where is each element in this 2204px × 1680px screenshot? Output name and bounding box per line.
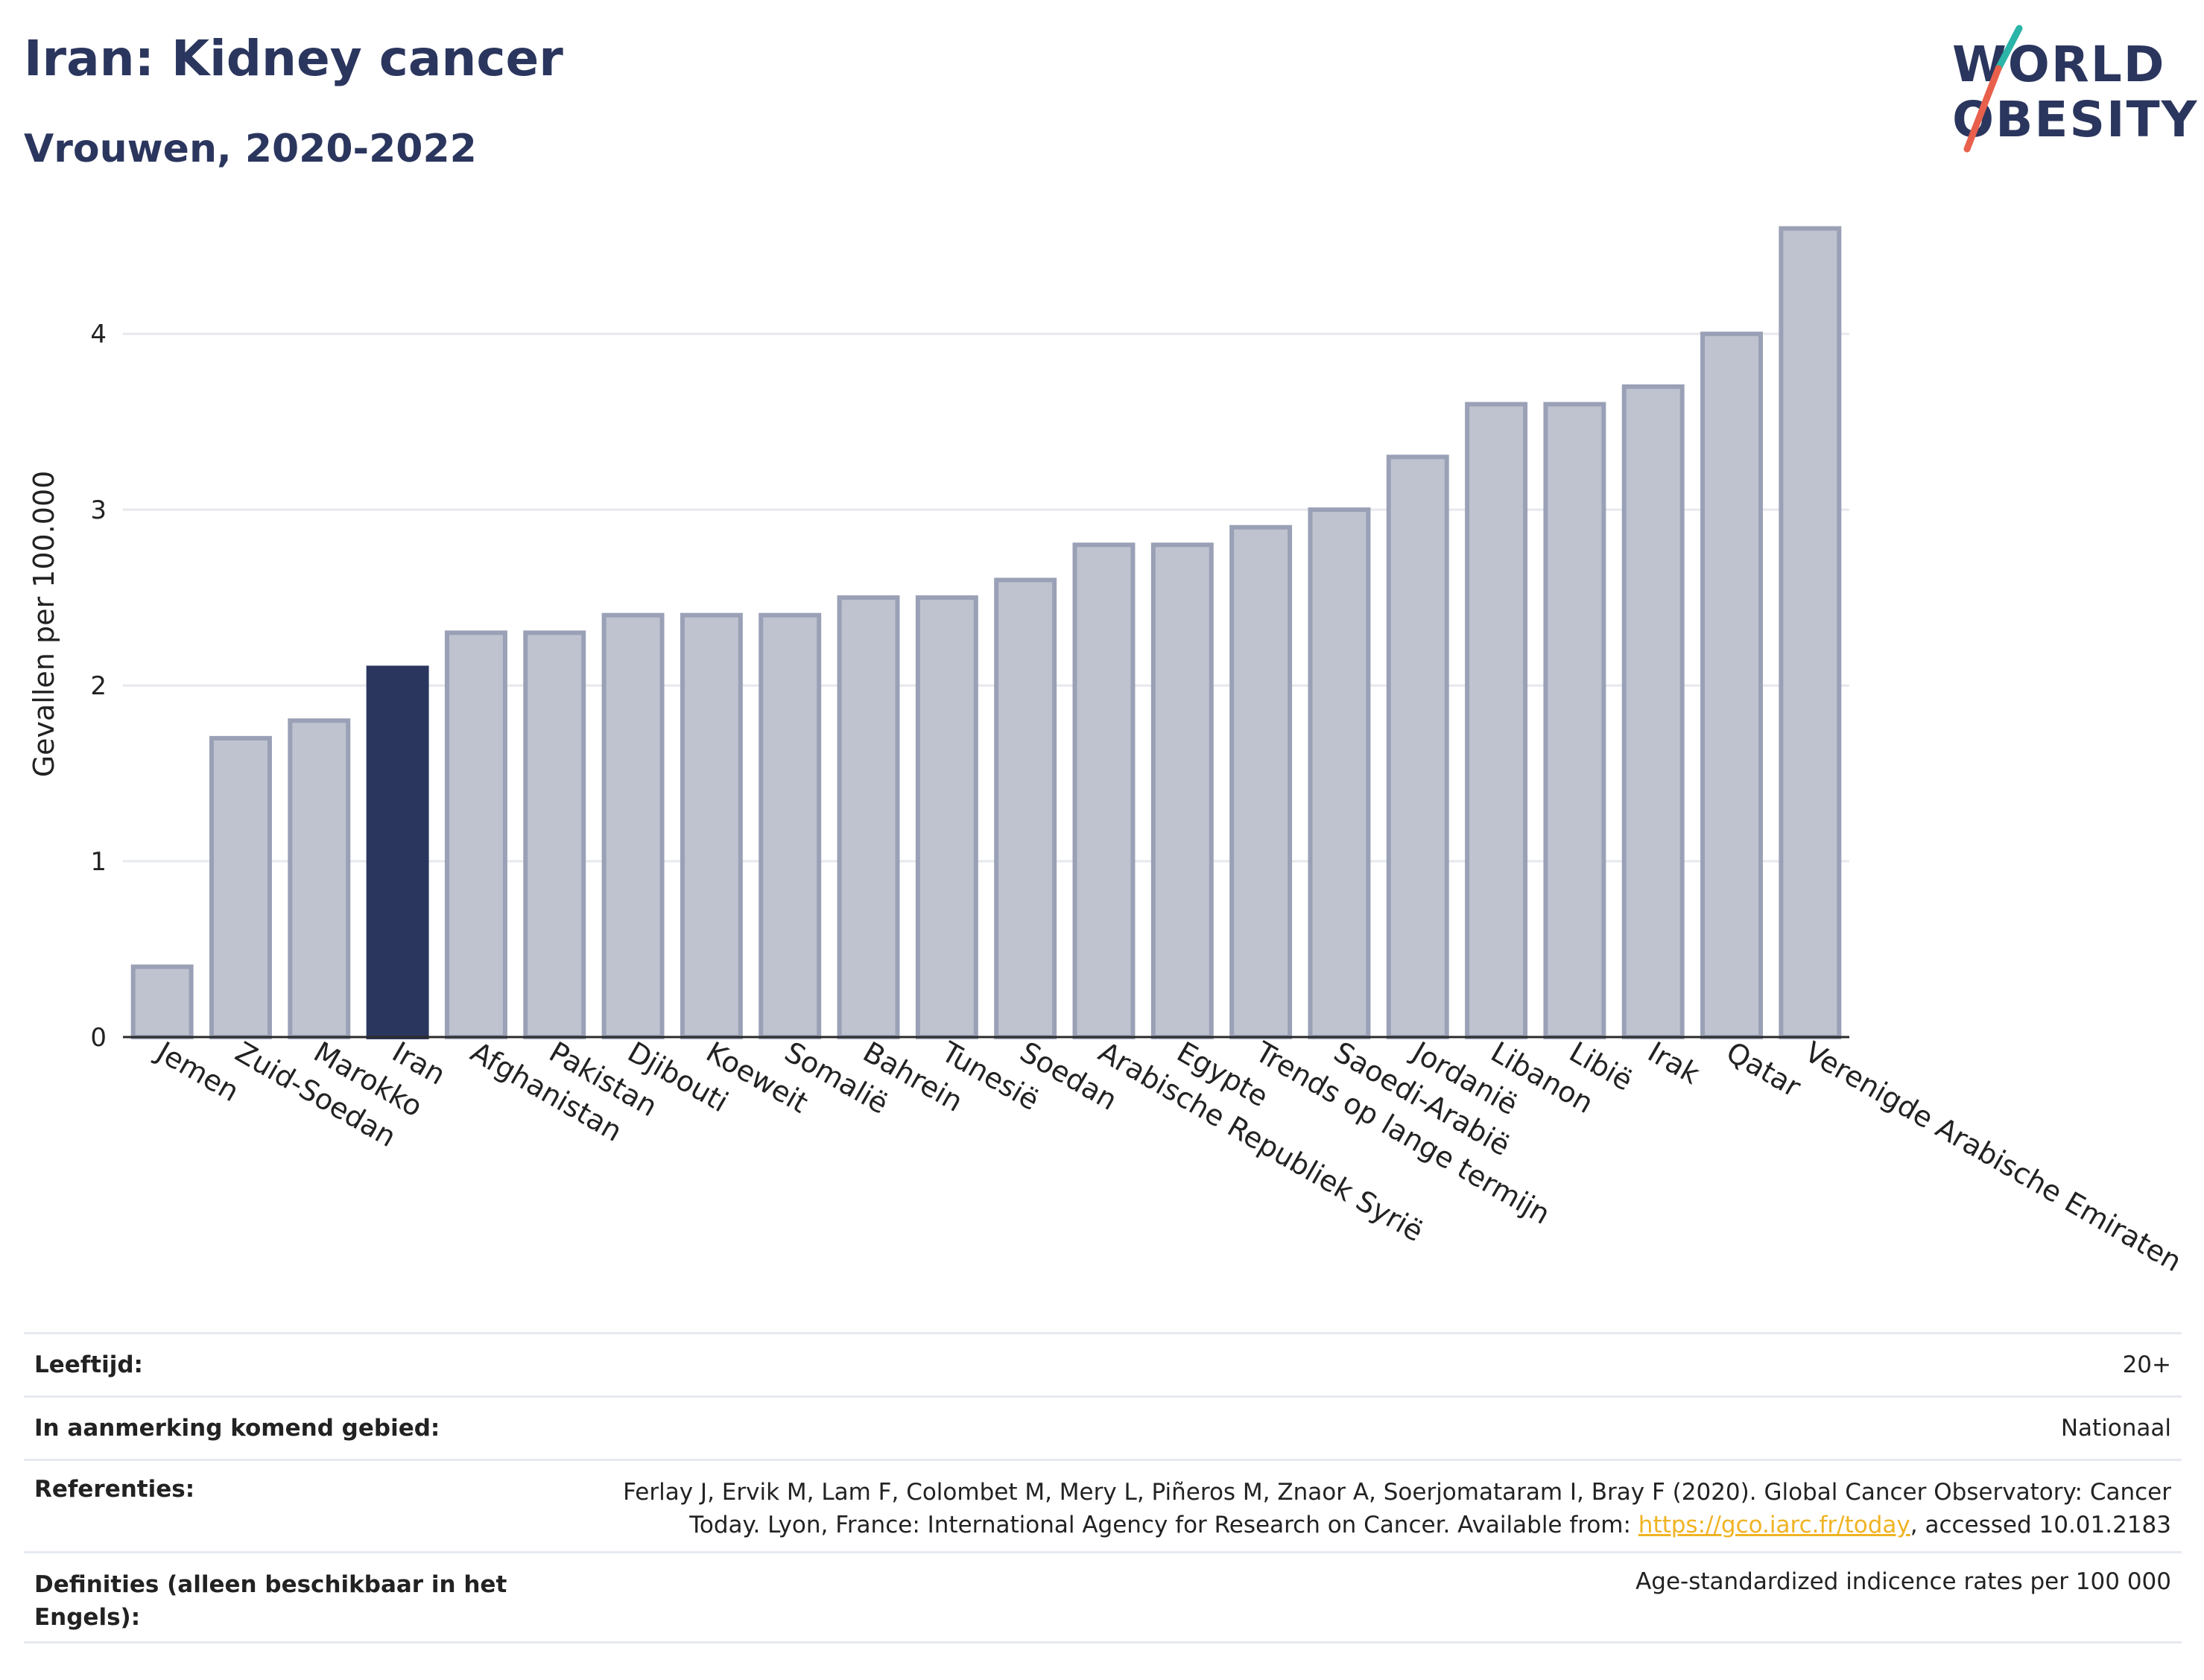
footer-value: Age-standardized indicence rates per 100… <box>1635 1568 2171 1595</box>
reference-text: Today. Lyon, France: International Agenc… <box>689 1512 1638 1538</box>
bar <box>130 964 194 1040</box>
bar <box>1072 542 1136 1039</box>
footer-label: Definities (alleen beschikbaar in het En… <box>24 1568 507 1634</box>
reference-link[interactable]: https://gco.iarc.fr/today <box>1638 1512 1910 1538</box>
bar <box>994 577 1057 1039</box>
bar <box>680 612 743 1039</box>
y-tick-label: 1 <box>90 847 107 877</box>
footer-label: Referenties: <box>34 1476 195 1503</box>
bar <box>1229 524 1293 1039</box>
footer-value: 20+ <box>2122 1351 2171 1378</box>
bar-highlight <box>366 665 429 1040</box>
bar <box>288 718 351 1040</box>
footer-label-line: Definities (alleen beschikbaar in het <box>34 1571 507 1598</box>
footer-table: Leeftijd: 20+ In aanmerking komend gebie… <box>24 1332 2182 1643</box>
y-tick-label: 2 <box>90 671 107 701</box>
footer-value: Nationaal <box>2060 1415 2171 1442</box>
footer-row-definitions: Definities (alleen beschikbaar in het En… <box>24 1551 2182 1643</box>
bar <box>601 612 665 1039</box>
bar <box>1779 226 1842 1040</box>
bar <box>1621 384 1685 1039</box>
y-tick-label: 0 <box>90 1023 107 1053</box>
world-obesity-logo: WORLD OBESITY <box>1937 22 2197 156</box>
bar <box>444 630 507 1039</box>
bar <box>209 735 272 1039</box>
bar <box>915 595 978 1039</box>
footer-label: Leeftijd: <box>34 1351 143 1378</box>
bar <box>1465 402 1528 1039</box>
page-title: Iran: Kidney cancer <box>24 30 563 87</box>
y-axis-label: Gevallen per 100.000 <box>28 471 60 778</box>
x-tick-label: Verenigde Arabische Emiraten <box>1799 1036 2187 1278</box>
logo-line2: OBESITY <box>1952 91 2199 148</box>
footer-label-line: Engels): <box>34 1604 141 1631</box>
bar <box>523 630 586 1039</box>
y-tick-label: 4 <box>90 320 107 349</box>
bar <box>1308 507 1371 1039</box>
x-tick-label: Qatar <box>1721 1036 1807 1104</box>
reference-text: Ferlay J, Ervik M, Lam F, Colombet M, Me… <box>623 1479 2171 1506</box>
bar <box>837 595 900 1039</box>
y-tick-label: 3 <box>90 495 107 525</box>
bar <box>1150 542 1214 1039</box>
bar <box>1543 402 1606 1039</box>
bar <box>1700 332 1763 1039</box>
footer-row-area: In aanmerking komend gebied: Nationaal <box>24 1395 2182 1459</box>
page-subtitle: Vrouwen, 2020-2022 <box>24 127 477 171</box>
x-tick-label: Irak <box>1642 1036 1705 1091</box>
footer-value: Ferlay J, Ervik M, Lam F, Colombet M, Me… <box>623 1476 2182 1541</box>
logo-line1: WORLD <box>1952 36 2166 93</box>
footer-row-references: Referenties: Ferlay J, Ervik M, Lam F, C… <box>24 1459 2182 1551</box>
reference-text: , accessed 10.01.2183 <box>1910 1512 2171 1538</box>
logo-slash-icon <box>1963 25 2023 153</box>
bar <box>759 612 822 1039</box>
bar <box>1386 454 1449 1039</box>
footer-row-age: Leeftijd: 20+ <box>24 1332 2182 1395</box>
x-tick-label: Jemen <box>150 1035 244 1109</box>
footer-label: In aanmerking komend gebied: <box>34 1415 440 1442</box>
